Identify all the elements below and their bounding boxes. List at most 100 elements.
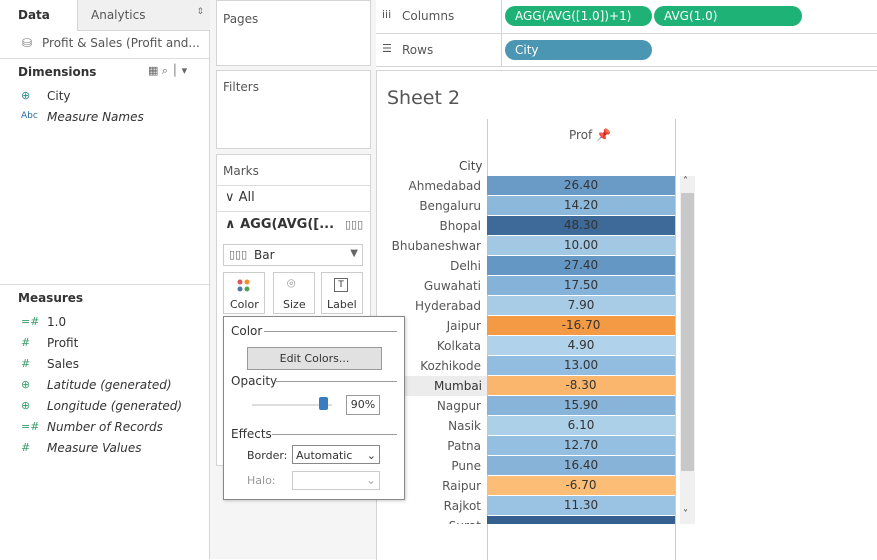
- value-cell: 14.20: [487, 196, 675, 215]
- row-header: City: [459, 159, 483, 173]
- city-label: Nagpur: [436, 399, 481, 413]
- tab-label[interactable]: Analytics: [91, 8, 146, 22]
- border-label: Border:: [247, 449, 288, 462]
- field[interactable]: Longitude (generated): [47, 399, 183, 413]
- field[interactable]: City: [47, 89, 71, 103]
- value-cell: 17.50: [487, 276, 675, 295]
- table-body: Ahmedabad 26.40 Bengaluru 14.20 Bhopal 48.30 B…: [377, 176, 677, 524]
- mark-type[interactable]: Bar: [254, 248, 275, 262]
- table-row: Ahmedabad 26.40: [377, 176, 677, 196]
- city-label: Mumbai: [401, 376, 487, 396]
- filters-card: Filters: [216, 70, 371, 149]
- value-cell: -6.70: [487, 476, 675, 495]
- table-row: Raipur -6.70: [377, 476, 677, 496]
- value-cell: [487, 516, 675, 524]
- edit-colors-button[interactable]: Edit Colors...: [247, 347, 382, 370]
- city-label: Pune: [451, 459, 481, 473]
- city-label: Hyderabad: [415, 299, 481, 313]
- sheet-title: Sheet 2: [387, 87, 461, 109]
- value-cell: -8.30: [487, 376, 675, 395]
- city-label: Nasik: [448, 419, 481, 433]
- city-label: Raipur: [442, 479, 481, 493]
- pill[interactable]: AGG(AVG([1.0])+1): [505, 6, 652, 26]
- city-label: Jaipur: [446, 319, 481, 333]
- pages-card: Pages: [216, 0, 371, 66]
- scrollbar[interactable]: ˄ ˅: [680, 176, 695, 524]
- column-header: Prof 📌: [569, 128, 612, 142]
- value-cell: 6.10: [487, 416, 675, 435]
- tab[interactable]: Data: [0, 0, 77, 31]
- card-title: Filters: [223, 80, 259, 94]
- field[interactable]: Sales: [47, 357, 79, 371]
- button-label[interactable]: Color: [230, 298, 259, 311]
- popup-section: Opacity: [231, 374, 278, 388]
- measure-label[interactable]: AGG(AVG([...: [240, 217, 335, 232]
- color-popup: Color Edit Colors... Opacity 90% Effects…: [223, 316, 405, 500]
- popup-section: Effects: [231, 427, 272, 441]
- all-label[interactable]: All: [238, 190, 255, 205]
- halo-select: ⌄: [292, 471, 380, 490]
- table-row: Bhubaneshwar 10.00: [377, 236, 677, 256]
- city-label: Patna: [447, 439, 481, 453]
- opacity-input[interactable]: 90%: [346, 395, 380, 415]
- value-cell: 7.90: [487, 296, 675, 315]
- field[interactable]: Profit: [47, 336, 79, 350]
- city-label: Surat: [381, 516, 481, 524]
- table-row: Guwahati 17.50: [377, 276, 677, 296]
- field[interactable]: Latitude (generated): [47, 378, 172, 392]
- pill[interactable]: AVG(1.0): [654, 6, 802, 26]
- column-header-text: Prof: [569, 128, 593, 142]
- halo-label: Halo:: [247, 474, 276, 487]
- value-cell: 27.40: [487, 256, 675, 275]
- border-select[interactable]: Automatic ⌄: [292, 445, 380, 464]
- table-row: Patna 12.70: [377, 436, 677, 456]
- color-button[interactable]: Color: [223, 272, 265, 314]
- table-row: Bhopal 48.30: [377, 216, 677, 236]
- tab-label[interactable]: Data: [18, 8, 50, 22]
- button-label[interactable]: Size: [283, 298, 306, 311]
- data-source[interactable]: Profit & Sales (Profit and...: [42, 36, 200, 50]
- mark-type-select[interactable]: ▯▯▯ Bar ▼: [223, 244, 363, 266]
- city-label: Guwahati: [423, 279, 481, 293]
- table-row: Jaipur -16.70: [377, 316, 677, 336]
- opacity-slider[interactable]: [252, 404, 332, 406]
- card-title: Marks: [223, 164, 259, 178]
- table-row: Kolkata 4.90: [377, 336, 677, 356]
- value-cell: 13.00: [487, 356, 675, 375]
- section-title: Measures: [18, 291, 84, 305]
- button-label[interactable]: Label: [327, 298, 357, 311]
- tab[interactable]: Analytics ⇕: [77, 0, 210, 31]
- table-row: Hyderabad 7.90: [377, 296, 677, 316]
- field[interactable]: 1.0: [47, 315, 67, 329]
- value-cell: 4.90: [487, 336, 675, 355]
- table-row: Nagpur 15.90: [377, 396, 677, 416]
- label-button[interactable]: T Label: [321, 272, 363, 314]
- card-title: Pages: [223, 12, 259, 26]
- all-row[interactable]: ∨ All: [225, 190, 255, 205]
- table-row: Mumbai -8.30: [377, 376, 677, 396]
- table-row: Delhi 27.40: [377, 256, 677, 276]
- section-title: Dimensions: [18, 65, 97, 79]
- value-cell: 12.70: [487, 436, 675, 455]
- field[interactable]: Number of Records: [47, 420, 163, 434]
- table-row: Nasik 6.10: [377, 416, 677, 436]
- city-label: Bengaluru: [419, 199, 481, 213]
- shelves: iii Columns ☰ Rows AGG(AVG([1.0])+1) AVG(1…: [376, 0, 877, 67]
- table-row: Bengaluru 14.20: [377, 196, 677, 216]
- size-button[interactable]: ⌾ Size: [273, 272, 315, 314]
- shelf-label: Rows: [402, 43, 434, 57]
- table-row: Surat: [377, 516, 677, 524]
- table-row: Rajkot 11.30: [377, 496, 677, 516]
- field[interactable]: Measure Names: [47, 110, 144, 124]
- field[interactable]: Measure Values: [47, 441, 142, 455]
- shelf-label: Columns: [402, 9, 455, 23]
- city-label: Delhi: [450, 259, 481, 273]
- pill[interactable]: City: [505, 40, 652, 60]
- value-cell: 48.30: [487, 216, 675, 235]
- value-cell: 16.40: [487, 456, 675, 475]
- city-label: Ahmedabad: [408, 179, 481, 193]
- border-value[interactable]: Automatic: [296, 449, 353, 462]
- value-cell: -16.70: [487, 316, 675, 335]
